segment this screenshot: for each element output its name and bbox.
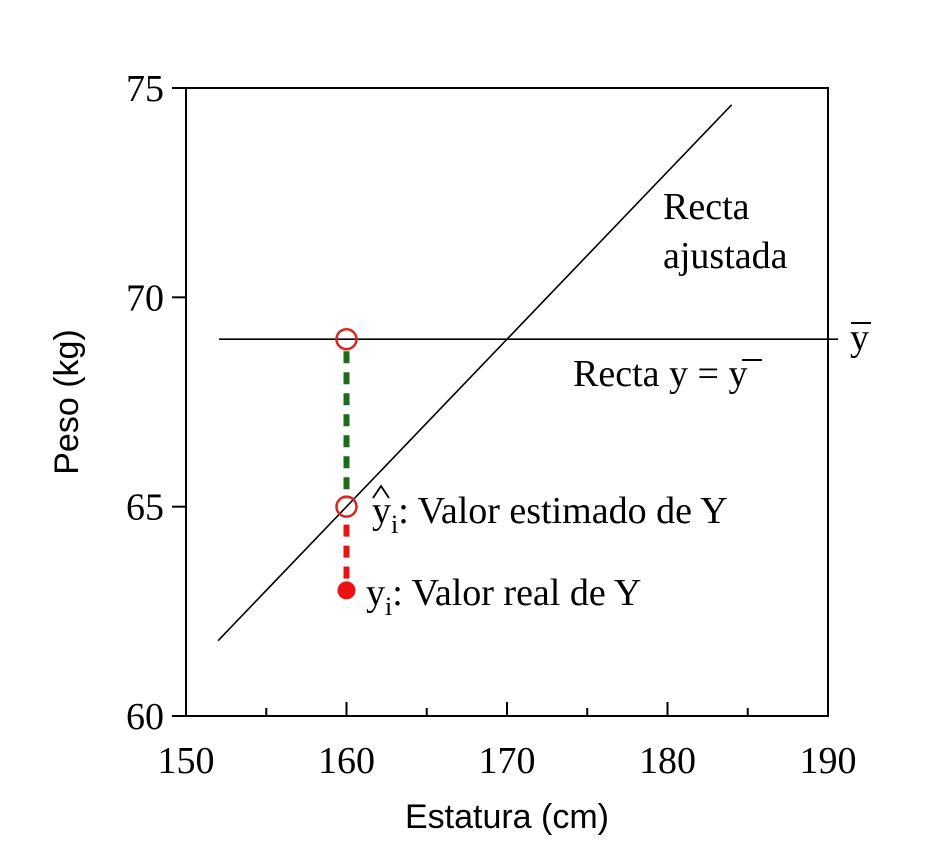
fitted-line-label-1: Recta: [663, 186, 750, 228]
y-tick-label: 60: [126, 696, 164, 738]
axis-ticks: [172, 87, 829, 717]
x-tick-label: 190: [800, 740, 857, 782]
plot-frame: [185, 87, 829, 717]
estimated-point: [335, 495, 358, 518]
y-tick-label: 70: [126, 277, 164, 319]
fitted-line: [217, 104, 733, 642]
real-point: [337, 581, 356, 600]
mean-line-label: Recta y = y: [573, 353, 747, 395]
real-value-label: yi: Valor real de Y: [366, 572, 641, 621]
mean-point: [335, 327, 358, 351]
estimated-hat-icon: [372, 484, 390, 499]
y-tick-label: 75: [126, 68, 164, 110]
x-tick-label: 180: [639, 740, 696, 782]
x-tick-label: 160: [318, 740, 375, 782]
y-axis-title: Peso (kg): [48, 329, 86, 475]
mean-edge-label: y: [850, 317, 869, 359]
fitted-line-label-2: ajustada: [663, 235, 788, 277]
axis-tick-labels: 150 160 170 180 190 60 65 70 75: [126, 68, 857, 782]
x-tick-label: 170: [479, 740, 536, 782]
x-tick-label: 150: [158, 740, 215, 782]
x-axis-title: Estatura (cm): [405, 798, 609, 836]
estimated-value-label: yi: Valor estimado de Y: [372, 490, 728, 539]
y-tick-label: 65: [126, 487, 164, 529]
